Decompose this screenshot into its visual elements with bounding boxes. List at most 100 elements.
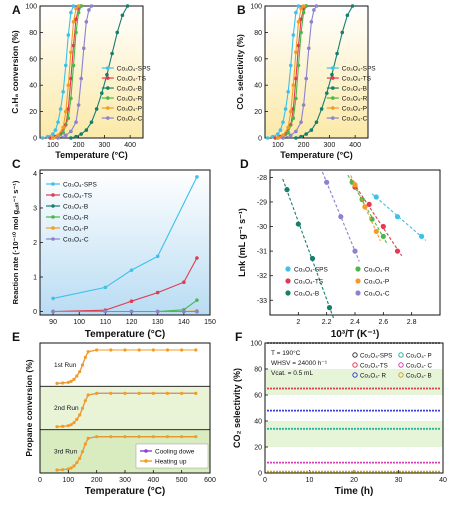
panel-C-data-point	[155, 254, 160, 259]
panel-A-data-point	[71, 43, 76, 48]
panel-E-data-point	[80, 363, 85, 367]
panel-C-data-point	[182, 309, 186, 314]
panel-A-data-point	[89, 120, 94, 124]
panel-E-data-point	[194, 435, 198, 439]
panel-B-data-point	[304, 132, 309, 136]
panel-E-data-point	[72, 421, 76, 425]
panel-F-legend-marker	[352, 352, 358, 358]
panel-C-legend-label: Co₃O₄-SPS	[63, 182, 98, 189]
panel-C-legend-label: Co₃O₄-TS	[63, 193, 93, 200]
panel-A-data-point	[69, 136, 73, 140]
panel-E-data-point	[86, 436, 90, 440]
panel-F-ytick-label: 80	[254, 367, 262, 374]
panel-A-data-point	[120, 13, 125, 18]
panel-A-xtick-label: 400	[124, 142, 136, 149]
panel-E-data-point	[123, 391, 127, 395]
panel-E-run-label: 1st Run	[54, 362, 77, 369]
panel-C-data-point	[195, 309, 199, 314]
panel-F-xtick-label: 20	[350, 477, 358, 484]
panel-A-data-point	[89, 4, 94, 8]
panel-D-fit-line	[350, 178, 403, 257]
panel-A-legend-marker	[106, 86, 110, 90]
panel-B-legend-label: Co₃O₄-B	[342, 86, 367, 93]
panel-C-data-point	[195, 298, 199, 302]
panel-F-xtick-label: 40	[439, 477, 447, 484]
panel-C-plot-background	[40, 170, 210, 315]
panel-D-data-point	[373, 228, 379, 235]
panel-C-xtick-label: 100	[73, 319, 85, 326]
panel-D-fit-line	[347, 174, 389, 246]
panel-D-data-point	[352, 182, 358, 188]
panel-A-legend-label: Co₃O₄-TS	[117, 76, 147, 83]
panel-E-data-point	[137, 391, 141, 395]
panel-B-data-point	[306, 46, 311, 51]
panel-E-data-point	[83, 399, 87, 403]
panel-D-legend-label: Co₃O₄-TS	[294, 279, 324, 286]
panel-E-data-point	[165, 348, 170, 352]
panel-D-legend-marker	[355, 278, 361, 284]
panel-A-data-point	[63, 109, 68, 114]
panel-A-data-point	[76, 10, 81, 15]
panel-F-letter: F	[235, 330, 242, 344]
panel-D-ytick-label: -32	[257, 273, 267, 280]
panel-F-x-axis-label: Time (h)	[335, 486, 374, 497]
panel-D-data-point	[394, 248, 401, 254]
panel-A-data-point	[76, 4, 81, 8]
panel-E-data-point	[194, 391, 198, 395]
panel-A-ytick-label: 100	[25, 4, 37, 11]
panel-E-data-point	[151, 391, 155, 395]
panel-E-data-point	[78, 370, 82, 374]
panel-B-data-point	[281, 133, 285, 138]
panel-D-data-point	[352, 248, 358, 254]
panel-B-data-point	[278, 128, 283, 132]
panel-B-data-point	[301, 4, 306, 8]
panel-B-data-point	[294, 76, 298, 81]
panel-C-ytick-label: 0	[33, 309, 37, 316]
panel-F-legend-label: Co₃O₄-SPS	[360, 353, 392, 360]
panel-C-xtick-label: 110	[100, 319, 111, 326]
panel-A-data-point	[69, 129, 73, 134]
panel-E-legend-box	[135, 443, 209, 469]
panel-A-data-point	[51, 136, 55, 140]
panel-E-data-point	[109, 435, 113, 439]
panel-C-data-point	[129, 309, 134, 314]
panel-C-xtick-label: 90	[49, 319, 57, 326]
panel-D-data-point	[324, 179, 330, 185]
panel-A-data-point	[69, 10, 73, 15]
panel-B-data-point	[296, 63, 301, 68]
panel-C-data-point	[103, 285, 108, 290]
panel-E-data-point	[80, 450, 85, 454]
panel-A-legend-marker	[106, 116, 110, 120]
panel-B-data-point	[281, 120, 285, 124]
panel-D-data-point	[326, 305, 333, 311]
panel-E-data-point	[137, 435, 141, 439]
panel-B-data-point	[291, 83, 296, 87]
panel-A-legend-marker	[106, 96, 110, 100]
panel-D-data-point	[284, 187, 290, 193]
panel-E-data-point	[123, 435, 127, 439]
panel-D-data-point	[295, 221, 301, 227]
panel-C-series-line	[53, 257, 198, 313]
panel-D-legend-marker	[285, 290, 291, 296]
panel-F-annotation: T = 190°C	[271, 349, 301, 357]
panel-A-legend-label: Co₃O₄-C	[117, 116, 143, 123]
panel-A-data-point	[125, 4, 130, 8]
panel-F-ytick-label: 20	[254, 445, 262, 452]
panel-A-data-point	[63, 63, 68, 68]
panel-E-data-point	[66, 424, 70, 428]
panel-C-ytick-label: 4	[33, 171, 37, 178]
panel-C-legend-label: Co₃O₄-C	[63, 237, 89, 244]
panel-A-legend-marker	[106, 106, 110, 110]
panel-D-xtick-label: 2	[296, 319, 300, 326]
panel-A-data-point	[81, 46, 86, 51]
panel-E-data-point	[78, 413, 82, 417]
panel-F-xtick-label: 10	[306, 477, 314, 484]
panel-D-legend-marker	[285, 266, 291, 272]
panel-E-data-point	[66, 467, 70, 471]
panel-E-xtick-label: 300	[119, 477, 131, 484]
panel-B-data-point	[299, 120, 303, 124]
panel-E-data-point	[55, 425, 59, 429]
panel-A-data-point	[69, 76, 73, 81]
panel-B-data-point	[301, 10, 306, 15]
panel-B-xtick-label: 200	[298, 142, 310, 149]
